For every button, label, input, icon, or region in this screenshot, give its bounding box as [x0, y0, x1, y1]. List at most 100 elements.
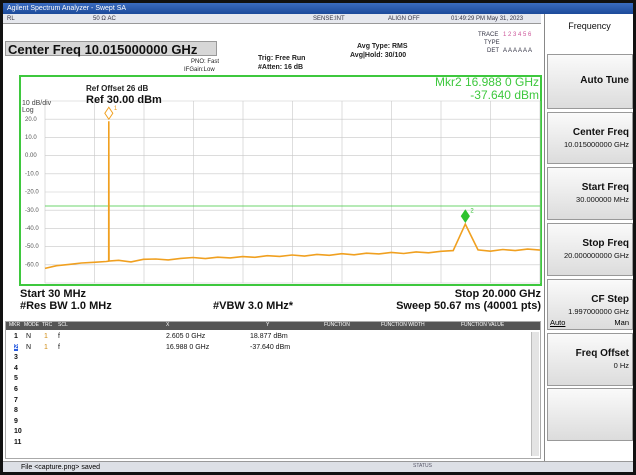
- status-item: ALIGN OFF: [388, 16, 420, 22]
- y-tick-label: -60.0: [25, 262, 39, 268]
- marker-table: MKR MODE TRC SCL X Y FUNCTION FUNCTION WIDTH FUN…: [5, 321, 541, 459]
- softkey-label: Freq Offset: [575, 348, 629, 359]
- softkey[interactable]: Center Freq 10.015000000 GHz: [547, 112, 633, 164]
- center-freq[interactable]: Center Freq 10.015000000 GHz: [5, 41, 217, 56]
- y-tick-label: -20.0: [25, 190, 39, 196]
- table-cell: 5: [14, 375, 18, 383]
- marker: [460, 209, 470, 224]
- table-cell: 7: [14, 396, 18, 404]
- trace: [44, 121, 541, 270]
- ref-level: Ref 30.00 dBm: [86, 94, 162, 106]
- softkey[interactable]: Start Freq 30.000000 MHz: [547, 167, 633, 220]
- status-row: RL 50 Ω AC SENSE:INT ALIGN OFF 01:49:29 …: [3, 14, 541, 24]
- status-item: 50 Ω AC: [93, 16, 116, 22]
- table-cell: 8: [14, 407, 18, 415]
- table-header: Y: [266, 322, 270, 328]
- attenuation: #Atten: 16 dB: [258, 64, 304, 71]
- y-tick-label: -50.0: [25, 244, 39, 250]
- table-header: FUNCTION VALUE: [461, 322, 505, 328]
- table-cell: 9: [14, 417, 18, 425]
- softkey-value: 1.997000000 GHz: [568, 307, 629, 316]
- table-cell: f: [58, 343, 60, 351]
- softkey[interactable]: CF Step 1.997000000 GHz Auto Man: [547, 279, 633, 330]
- trigger: Trig: Free Run: [258, 55, 306, 62]
- table-cell: f: [58, 333, 60, 340]
- table-cell: 3: [14, 354, 18, 362]
- table-cell: 2: [14, 343, 18, 351]
- scale: 10 dB/div: [22, 100, 52, 107]
- softkey-value: 0 Hz: [613, 361, 629, 370]
- softkey-value: 30.000000 MHz: [576, 195, 629, 204]
- table-cell: N: [26, 333, 32, 340]
- table-cell: N: [26, 343, 32, 351]
- sweep: Sweep 50.67 ms (40001 pts): [396, 300, 541, 312]
- det-label: DET: [487, 48, 499, 54]
- type-label: TYPE: [484, 40, 500, 46]
- table-header: FUNCTION WIDTH: [381, 322, 425, 328]
- table-cell: 18.877 dBm: [250, 333, 288, 340]
- stop-freq: Stop 20.000 GHz: [454, 288, 541, 300]
- y-tick-label: 10.0: [25, 135, 37, 141]
- y-tick-label: -30.0: [25, 208, 39, 214]
- start-freq: Start 30 MHz: [20, 288, 87, 300]
- table-cell: 16.988 0 GHz: [166, 343, 210, 351]
- softkey-value: 20.000000000 GHz: [563, 251, 629, 260]
- marker: [104, 106, 114, 121]
- table-cell: 1: [44, 333, 48, 340]
- softkey[interactable]: Freq Offset 0 Hz: [547, 333, 633, 386]
- y-tick-label: 0.00: [25, 153, 37, 159]
- vbw: #VBW 3.0 MHz*: [213, 300, 294, 312]
- table-cell: 10: [14, 428, 22, 436]
- trace-label: TRACE: [478, 32, 499, 38]
- table-header: SCL: [58, 322, 68, 328]
- scrollbar: [531, 332, 539, 456]
- detector: A A A A A A: [503, 48, 533, 54]
- ref-offset: Ref Offset 26 dB: [86, 84, 148, 93]
- marker-table-header: MKR MODE TRC SCL X Y FUNCTION FUNCTION WIDTH FUN…: [6, 322, 540, 330]
- status-label: STATUS: [413, 463, 432, 469]
- softkey-label: CF Step: [591, 294, 629, 305]
- table-header: TRC: [42, 322, 53, 328]
- trace-numbers: 1 2 3 4 5 6: [503, 32, 532, 38]
- avg-hold: Avg|Hold: 30/100: [350, 52, 407, 59]
- table-cell: 1: [44, 343, 48, 351]
- pno: PNO: Fast: [191, 59, 220, 65]
- softkey-option: Auto: [550, 317, 566, 327]
- status-item: RL: [7, 16, 15, 22]
- table-header: MODE: [24, 322, 39, 328]
- table-header: FUNCTION: [324, 322, 350, 328]
- table-cell: 1: [14, 333, 18, 340]
- avg-type: Avg Type: RMS: [357, 43, 408, 50]
- marker-label: 1: [114, 106, 118, 112]
- softkey[interactable]: Stop Freq 20.000000000 GHz: [547, 223, 633, 276]
- softkey-label: Start Freq: [581, 182, 629, 193]
- if-gain: IFGain:Low: [184, 67, 215, 73]
- status-item: SENSE:INT: [313, 16, 345, 22]
- table-cell: 4: [14, 364, 18, 372]
- softkey-label: Stop Freq: [582, 238, 629, 249]
- status-bar: File <capture.png> saved STATUS: [3, 461, 633, 472]
- status-item: 01:49:29 PM May 31, 2023: [451, 16, 524, 22]
- y-tick-label: 20.0: [25, 117, 37, 123]
- scale-type: Log: [22, 107, 34, 114]
- plot-frame: [19, 75, 542, 286]
- marker-readout: -37.640 dBm: [470, 88, 539, 102]
- softkey: [547, 388, 633, 441]
- softkey-option: Man: [614, 317, 629, 327]
- table-header: MKR: [9, 322, 21, 328]
- res-bw: #Res BW 1.0 MHz: [20, 300, 112, 312]
- marker-label: 2: [470, 209, 474, 215]
- softkey[interactable]: Auto Tune: [547, 54, 633, 109]
- softkey-title: Frequency: [568, 21, 611, 31]
- y-tick-label: -10.0: [25, 171, 39, 177]
- status-message: File <capture.png> saved: [21, 464, 100, 471]
- title-bar: Agilent Spectrum Analyzer - Swept SA: [3, 3, 633, 14]
- marker-readout: Mkr2 16.988 0 GHz: [435, 75, 539, 89]
- y-tick-label: -40.0: [25, 226, 39, 232]
- table-cell: 6: [14, 386, 18, 393]
- table-cell: 11: [14, 439, 22, 446]
- softkey-panel: Frequency Auto Tune Center Freq 10.01500000…: [544, 14, 633, 461]
- softkey-value: 10.015000000 GHz: [563, 140, 629, 149]
- table-cell: -37.640 dBm: [250, 343, 291, 351]
